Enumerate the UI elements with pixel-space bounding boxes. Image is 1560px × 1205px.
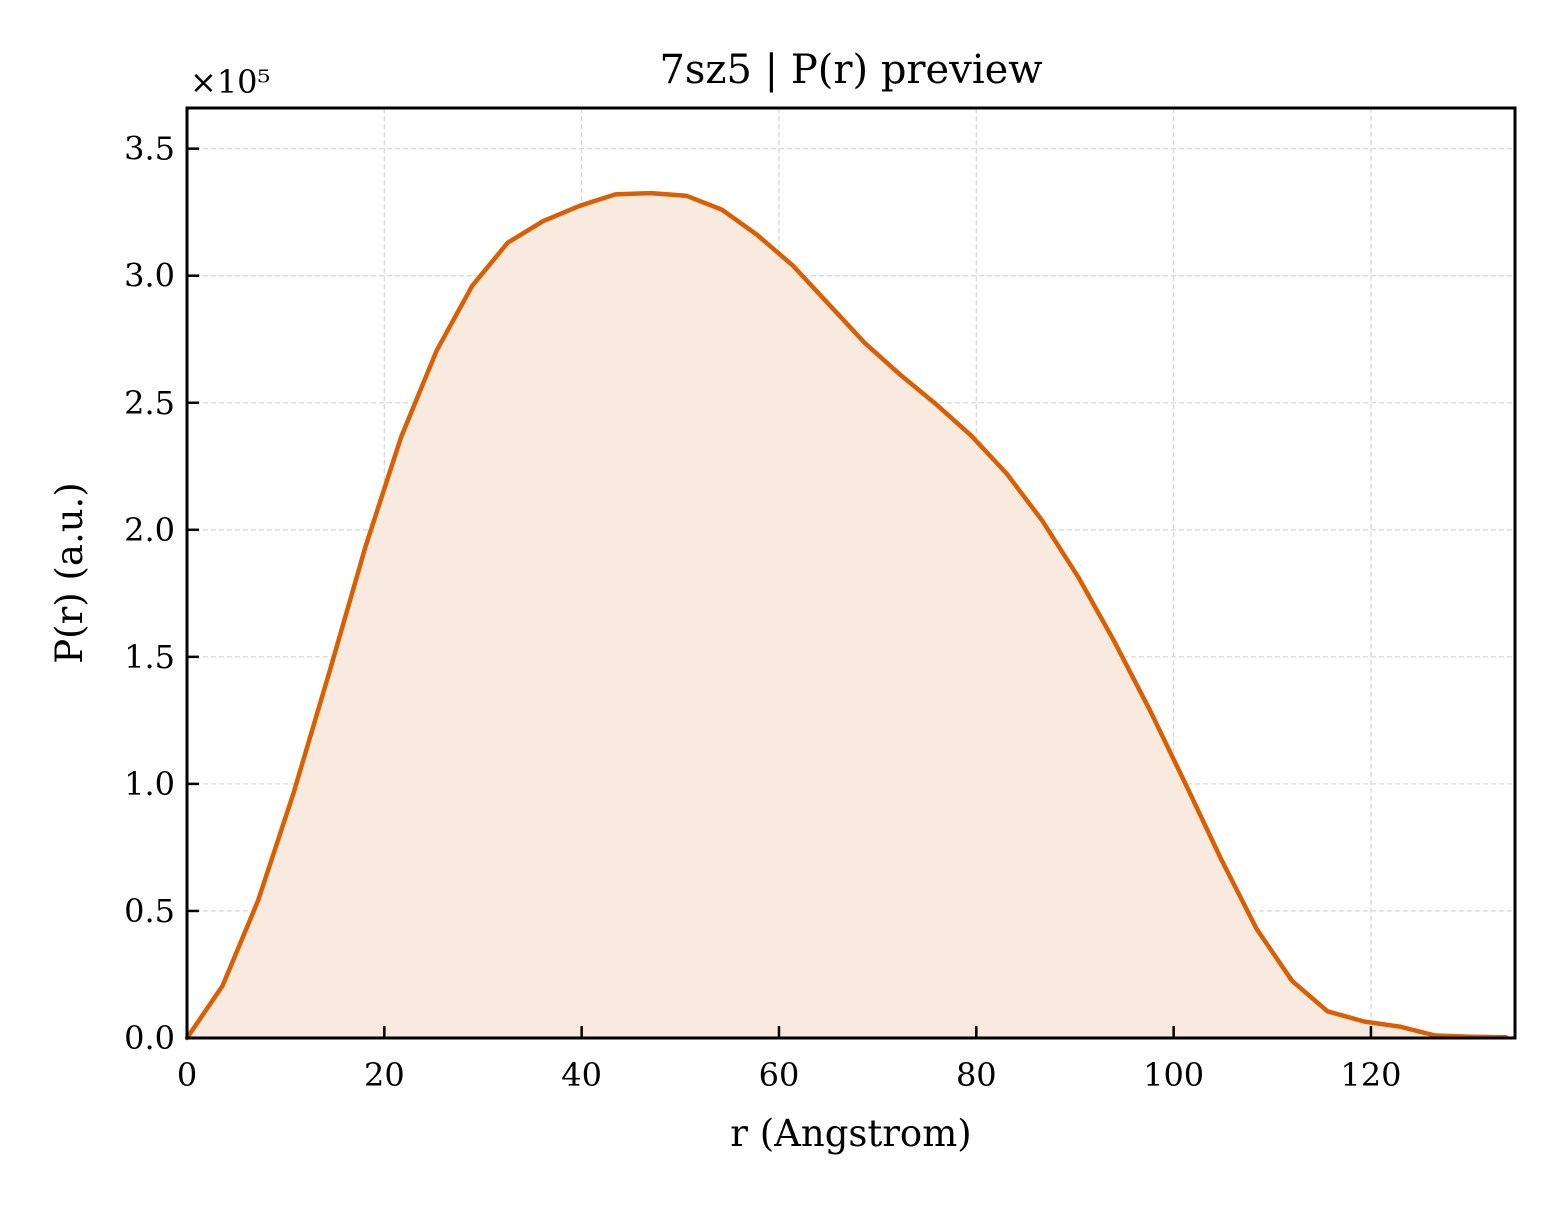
y-tick-label: 2.5 — [124, 384, 175, 422]
x-tick-label: 60 — [759, 1056, 800, 1094]
y-tick-label: 0.0 — [124, 1019, 175, 1057]
x-axis-label: r (Angstrom) — [730, 1112, 971, 1155]
y-axis-label: P(r) (a.u.) — [48, 482, 91, 664]
x-tick-label: 100 — [1143, 1056, 1204, 1094]
x-tick-label: 120 — [1340, 1056, 1401, 1094]
chart-title: 7sz5 | P(r) preview — [659, 47, 1042, 93]
y-tick-label: 2.0 — [124, 511, 175, 549]
y-tick-label: 3.5 — [124, 130, 175, 168]
y-tick-label: 1.5 — [124, 638, 175, 676]
y-tick-label: 1.0 — [124, 765, 175, 803]
x-tick-label: 40 — [561, 1056, 602, 1094]
y-tick-label: 0.5 — [124, 892, 175, 930]
y-tick-label: 3.0 — [124, 257, 175, 295]
x-tick-label: 0 — [177, 1056, 197, 1094]
y-offset-label: ×10⁵ — [190, 63, 270, 101]
x-tick-label: 80 — [956, 1056, 997, 1094]
x-tick-label: 20 — [364, 1056, 405, 1094]
